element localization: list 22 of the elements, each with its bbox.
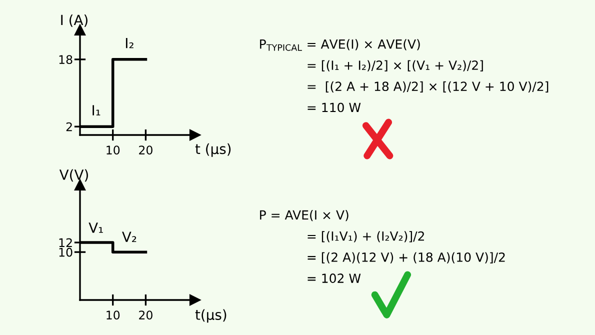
y-tick-label: 10	[59, 248, 72, 257]
text: P$_{TYPICAL}$ = AVE(I) × AVE(V)	[260, 39, 420, 51]
annotation: I₁	[92, 105, 100, 116]
annotation: V₂	[122, 232, 136, 242]
y-axis-title: I (A)	[61, 14, 88, 27]
y-tick-label: 2	[66, 122, 72, 132]
text: = 102 W	[308, 274, 361, 284]
text: = 110 W	[308, 102, 361, 112]
annotation: V₁	[88, 222, 103, 233]
text: = [(2 A)(12 V) + (18 A)(10 V)]/2	[308, 252, 505, 264]
y-tick-label: 12	[59, 238, 72, 247]
x-axis-title: t (μs)	[195, 143, 231, 157]
annotation: I₂	[126, 38, 134, 48]
text: = [(I₁ + I₂)/2] × [(V₁ + V₂)/2]	[308, 60, 483, 72]
x-tick-label: 20	[139, 146, 152, 155]
text: P = AVE(I × V)	[260, 210, 348, 222]
y-axis-title: V(V)	[59, 169, 88, 182]
text: = [(I₁V₁) + (I₂V₂)]/2	[308, 231, 424, 242]
x-axis-title: t(μs)	[195, 309, 226, 323]
y-tick-label: 18	[59, 55, 72, 64]
text: = [(2 A + 18 A)/2] × [(12 V + 10 V)/2]	[308, 81, 548, 93]
x-tick-label: 20	[139, 310, 152, 320]
